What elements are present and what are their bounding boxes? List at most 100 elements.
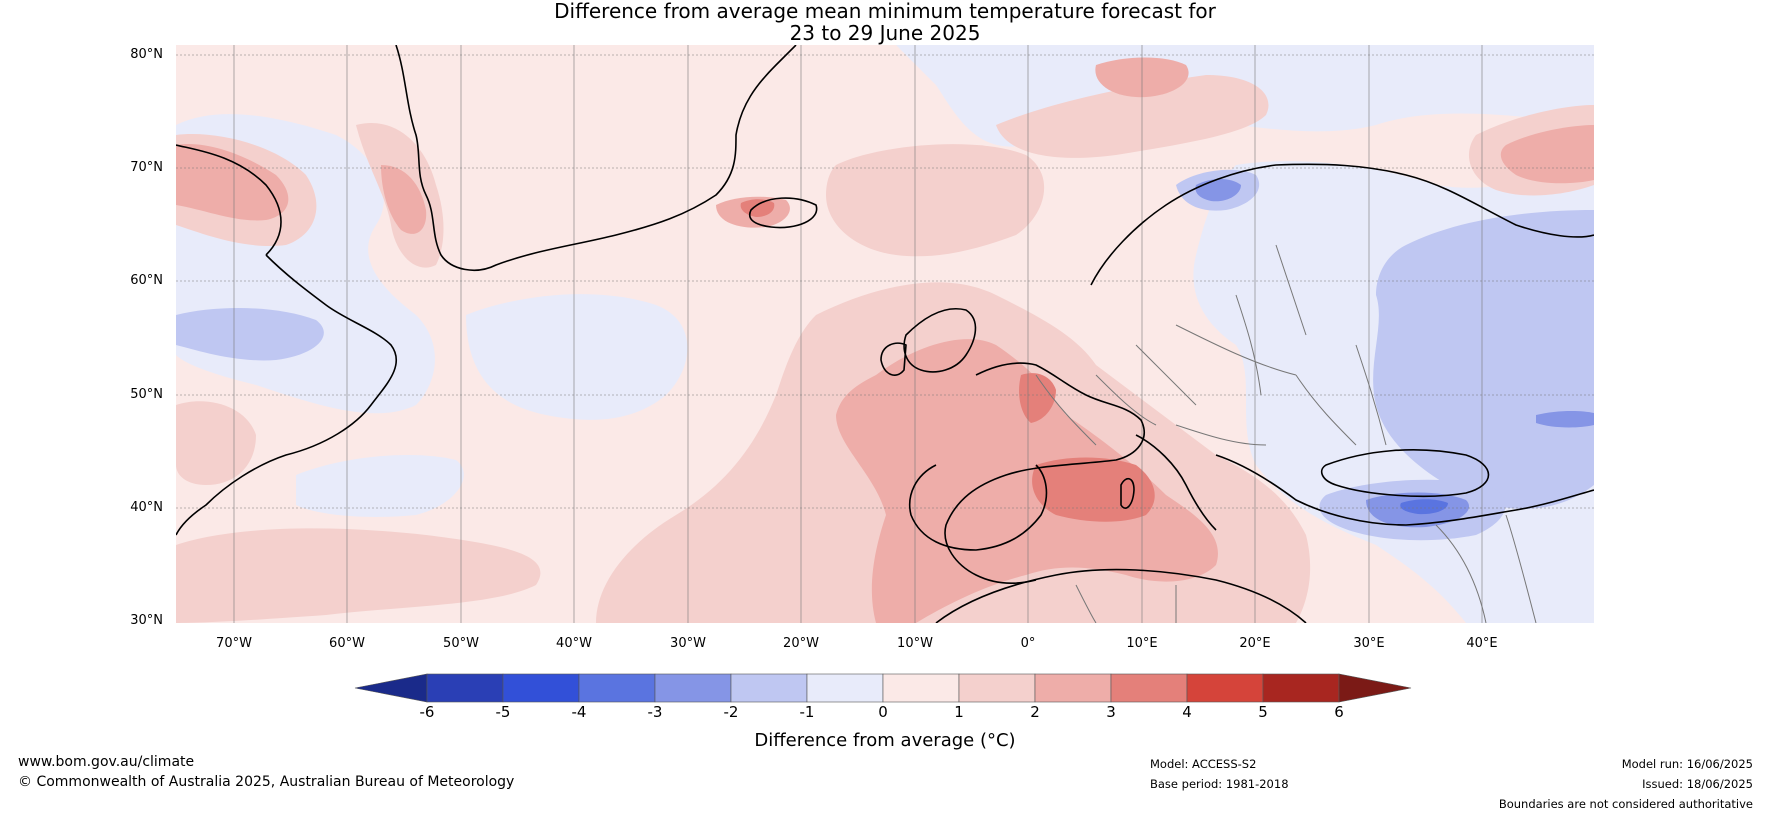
map-title-line1: Difference from average mean minimum tem… bbox=[554, 0, 1216, 23]
border-europe-5 bbox=[1235, 294, 1262, 396]
colorbar-tick: -3 bbox=[647, 703, 663, 721]
anomaly-cool-region-midatlantic bbox=[296, 455, 464, 517]
colorbar-label: Difference from average (°C) bbox=[754, 730, 1016, 751]
lon-label-50w: 50°W bbox=[443, 636, 479, 651]
anomaly-warmer-region-baffin bbox=[176, 144, 289, 221]
border-europe-3 bbox=[1135, 344, 1197, 406]
border-europe-9 bbox=[1355, 344, 1387, 446]
anomaly-hot-region-iceland bbox=[740, 199, 775, 217]
colorbar-segment bbox=[806, 673, 884, 703]
border-europe-8 bbox=[1175, 424, 1267, 446]
footer-model: Model: ACCESS-S2 bbox=[1150, 757, 1257, 771]
coastline-iberia bbox=[909, 464, 1048, 551]
coastline-scandinavia bbox=[1090, 163, 1594, 286]
border-europe-6 bbox=[1275, 244, 1307, 336]
colorbar-segment bbox=[654, 673, 732, 703]
colorbar-extend-high bbox=[1338, 673, 1412, 703]
coastline-labrador bbox=[176, 254, 398, 536]
colorbar-segment bbox=[1186, 673, 1264, 703]
lon-label-30e: 30°E bbox=[1353, 636, 1385, 651]
border-europe-7 bbox=[1295, 374, 1357, 446]
footer-copyright: © Commonwealth of Australia 2025, Austra… bbox=[18, 774, 515, 790]
border-mideast-2 bbox=[1505, 514, 1537, 623]
coastline-corsica-sardinia bbox=[1120, 477, 1135, 509]
coastline-greenland bbox=[395, 45, 797, 271]
lat-label-50n: 50°N bbox=[130, 387, 163, 402]
colorbar-segment bbox=[958, 673, 1036, 703]
lat-label-70n: 70°N bbox=[130, 160, 163, 175]
anomaly-cold-region-labrador bbox=[176, 308, 324, 361]
colorbar-tick: 1 bbox=[954, 703, 964, 721]
anomaly-cool-region-atlantic bbox=[466, 294, 688, 420]
colorbar-segment bbox=[1262, 673, 1340, 703]
anomaly-warm-region-canada-east bbox=[176, 401, 256, 485]
colorbar-segment bbox=[1110, 673, 1188, 703]
country-borders bbox=[1035, 244, 1537, 623]
colorbar-tick: 2 bbox=[1030, 703, 1040, 721]
anomaly-warmer-region-kara bbox=[1500, 125, 1594, 184]
footer-base-period: Base period: 1981-2018 bbox=[1150, 777, 1289, 791]
anomaly-hot-region-western-med bbox=[1032, 457, 1155, 522]
footer-website[interactable]: www.bom.gov.au/climate bbox=[18, 754, 195, 770]
colorbar-segment bbox=[426, 673, 504, 703]
lon-label-20w: 20°W bbox=[783, 636, 819, 651]
coastline-ireland bbox=[880, 342, 907, 376]
lat-label-80n: 80°N bbox=[130, 47, 163, 62]
temperature-anomaly-map bbox=[176, 45, 1594, 623]
colorbar-tick: 3 bbox=[1106, 703, 1116, 721]
lon-label-40w: 40°W bbox=[556, 636, 592, 651]
coastline-italy bbox=[1135, 434, 1217, 531]
lon-label-20e: 20°E bbox=[1239, 636, 1271, 651]
colorbar-tick: 4 bbox=[1182, 703, 1192, 721]
colorbar-tick: -4 bbox=[571, 703, 587, 721]
colorbar-tick: 0 bbox=[878, 703, 888, 721]
anomaly-colder-region-volga bbox=[1536, 410, 1594, 428]
coastline-iceland bbox=[749, 197, 818, 229]
coastline-europe-west bbox=[944, 362, 1145, 585]
colorbar-tick: -2 bbox=[723, 703, 739, 721]
colorbar-tick: 5 bbox=[1258, 703, 1268, 721]
border-europe-4 bbox=[1175, 324, 1297, 376]
lon-label-10e: 10°E bbox=[1126, 636, 1158, 651]
coastline-black-sea bbox=[1320, 449, 1490, 498]
coastline-north-africa bbox=[935, 568, 1307, 623]
coastlines bbox=[176, 45, 1594, 623]
footer-issued: Issued: 18/06/2025 bbox=[1642, 777, 1753, 791]
border-europe-2 bbox=[1095, 374, 1157, 426]
anomaly-warmer-region-france-med bbox=[836, 339, 1218, 623]
colorbar-segment bbox=[502, 673, 580, 703]
anomaly-warm-region-atlantic-south bbox=[176, 528, 541, 623]
lon-label-70w: 70°W bbox=[216, 636, 252, 651]
footer-disclaimer: Boundaries are not considered authoritat… bbox=[1498, 797, 1753, 811]
border-mideast-1 bbox=[1435, 524, 1487, 623]
lon-label-60w: 60°W bbox=[329, 636, 365, 651]
graticule bbox=[176, 45, 1594, 623]
anomaly-warm-region-north-atlantic bbox=[826, 144, 1045, 257]
anomaly-cold-region-russia bbox=[1373, 210, 1594, 509]
anomaly-coldest-region-turkey bbox=[1400, 499, 1448, 515]
colorbar-tick: -6 bbox=[419, 703, 435, 721]
colorbar-extend-low bbox=[354, 673, 428, 703]
coastline-british-isles bbox=[903, 308, 977, 373]
footer-model-run: Model run: 16/06/2025 bbox=[1621, 757, 1753, 771]
colorbar-tick: -5 bbox=[495, 703, 511, 721]
colorbar-segment bbox=[1034, 673, 1112, 703]
lat-label-40n: 40°N bbox=[130, 500, 163, 515]
lon-label-0: 0° bbox=[1020, 636, 1036, 651]
anomaly-warm-region-barents bbox=[996, 75, 1269, 158]
colorbar-tick: -1 bbox=[799, 703, 815, 721]
colorbar-segment bbox=[882, 673, 960, 703]
anomaly-colder-region-norway bbox=[1195, 179, 1241, 202]
lat-label-60n: 60°N bbox=[130, 273, 163, 288]
lat-label-30n: 30°N bbox=[130, 613, 163, 628]
map-title-line2: 23 to 29 June 2025 bbox=[789, 21, 981, 45]
colorbar-tick: 6 bbox=[1334, 703, 1344, 721]
border-europe-1 bbox=[1035, 374, 1097, 446]
border-africa-1 bbox=[1075, 584, 1097, 623]
lon-label-10w: 10°W bbox=[897, 636, 933, 651]
lon-label-40e: 40°E bbox=[1466, 636, 1498, 651]
colorbar-segment bbox=[730, 673, 808, 703]
coastline-balkans-turkey bbox=[1215, 454, 1594, 526]
lon-label-30w: 30°W bbox=[670, 636, 706, 651]
coastline-baffin-west bbox=[176, 144, 282, 256]
